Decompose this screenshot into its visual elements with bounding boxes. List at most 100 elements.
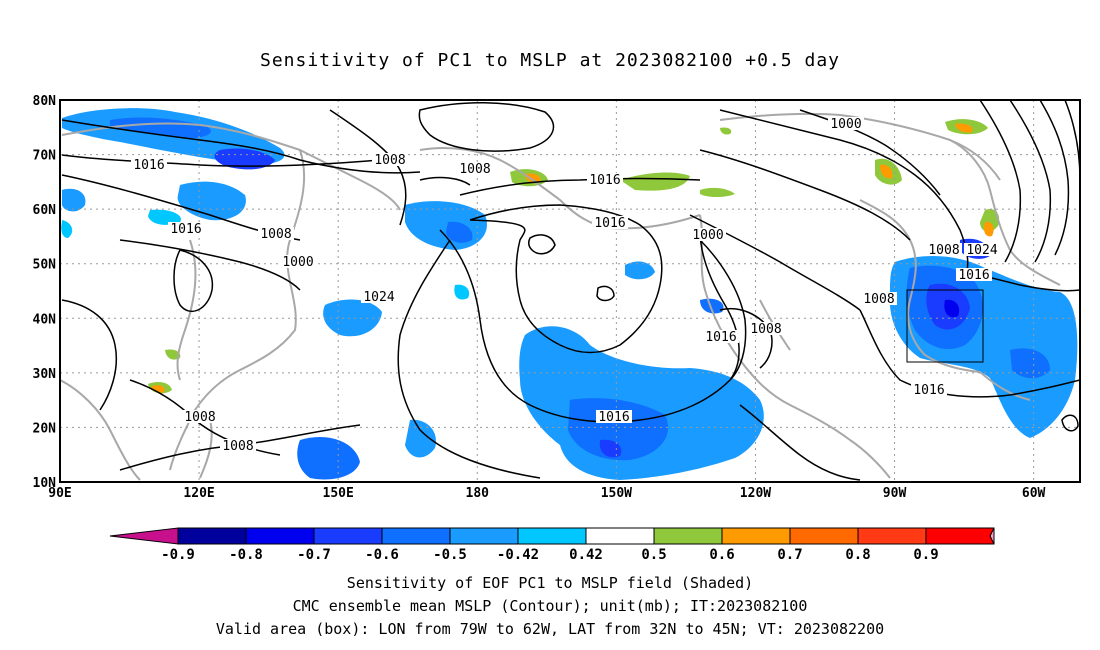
shade-region xyxy=(446,221,473,243)
colorbar-segment xyxy=(721,527,791,545)
colorbar-label: 0.6 xyxy=(709,547,734,563)
shade-region xyxy=(454,284,470,300)
colorbar-segment xyxy=(177,527,247,545)
footer-line-3: Valid area (box): LON from 79W to 62W, L… xyxy=(215,620,885,638)
shade-region xyxy=(1010,348,1050,379)
colorbar-label: -0.8 xyxy=(229,547,263,563)
longitude-labels: 90E 120E 150E 180 150W 120W 90W 60W xyxy=(48,486,1045,501)
contour-label: 1016 xyxy=(170,222,201,237)
colorbar-high-arrow xyxy=(989,527,995,545)
contour-label-bg xyxy=(592,216,628,229)
lon-label: 90E xyxy=(48,486,71,501)
contour-label-bg xyxy=(911,383,947,396)
lat-label: 40N xyxy=(33,312,57,327)
colorbar-segment xyxy=(857,527,927,545)
contour-label-bg xyxy=(861,292,897,305)
contour-label: 1008 xyxy=(222,439,253,454)
contour-label: 1008 xyxy=(260,227,291,242)
shade-region xyxy=(297,436,360,480)
colorbar-label: 0.7 xyxy=(777,547,802,563)
shade-region xyxy=(110,117,211,139)
shade-region xyxy=(568,398,669,461)
colorbar-label: -0.5 xyxy=(433,547,467,563)
contour-label-bg xyxy=(926,243,962,256)
valid-area-box xyxy=(906,289,984,363)
contour-label-bg xyxy=(964,243,1000,256)
shade-region xyxy=(177,181,246,221)
contour-label: 1000 xyxy=(830,117,861,132)
lon-label: 150E xyxy=(323,486,354,501)
colorbar-segment xyxy=(313,527,383,545)
lon-label: 180 xyxy=(466,486,490,501)
colorbar-segment xyxy=(517,527,587,545)
contour-label-bg xyxy=(596,410,632,423)
contour-label-bg xyxy=(956,268,992,281)
shade-region xyxy=(599,439,622,458)
colorbar-label: 0.8 xyxy=(845,547,870,563)
contour-label: 1016 xyxy=(133,158,164,173)
colorbar-label: -0.7 xyxy=(297,547,331,563)
contour-label-bg xyxy=(182,410,218,423)
contour-label-bg xyxy=(828,117,864,130)
colorbar-label: -0.9 xyxy=(161,547,195,563)
colorbar xyxy=(109,527,995,545)
lon-label: 120E xyxy=(183,486,214,501)
contour-label-bg xyxy=(457,162,493,175)
contour-label-bg xyxy=(748,322,784,335)
shade-region xyxy=(955,123,973,133)
shade-region xyxy=(525,173,541,183)
lat-label: 20N xyxy=(33,421,57,436)
contour-label: 1016 xyxy=(705,330,736,345)
shade-region xyxy=(880,164,893,179)
shade-region xyxy=(944,299,960,318)
contour-label-bg xyxy=(220,439,256,452)
contour-label: 1008 xyxy=(459,162,490,177)
shade-region xyxy=(700,187,735,197)
lon-label: 90W xyxy=(883,486,907,501)
colorbar-segment xyxy=(653,527,723,545)
colorbar-label: 0.9 xyxy=(913,547,938,563)
shade-region xyxy=(720,127,732,135)
shade-region xyxy=(625,261,655,280)
contour-label: 1016 xyxy=(598,410,629,425)
contour-label: 1016 xyxy=(958,268,989,283)
colorbar-segment xyxy=(585,527,655,545)
shade-region xyxy=(165,349,181,360)
colorbar-labels: -0.9 -0.8 -0.7 -0.6 -0.5 -0.42 0.42 0.5 0.6 0.7 0.… xyxy=(161,547,939,563)
contour-label-bg xyxy=(690,228,726,241)
shade-region xyxy=(405,419,436,458)
contour-label: 1008 xyxy=(750,322,781,337)
shade-region xyxy=(323,299,382,337)
contour-label: 1024 xyxy=(966,243,997,258)
contour-label: 1016 xyxy=(594,216,625,231)
contour-label: 1008 xyxy=(184,410,215,425)
contour-label-bg xyxy=(258,227,294,240)
contour-label-bg xyxy=(703,330,739,343)
contour-label-bg xyxy=(372,153,408,166)
lon-label: 60W xyxy=(1022,486,1046,501)
footer-line-1: Sensitivity of EOF PC1 to MSLP field (Sh… xyxy=(346,574,754,592)
shade-region xyxy=(983,221,994,237)
colorbar-label: -0.6 xyxy=(365,547,399,563)
lat-label: 50N xyxy=(33,258,57,273)
shade-region xyxy=(214,148,275,170)
contour-label: 1000 xyxy=(692,228,723,243)
shade-region xyxy=(61,220,73,238)
colorbar-segment xyxy=(789,527,859,545)
contour-label: 1016 xyxy=(589,173,620,188)
footer-line-2: CMC ensemble mean MSLP (Contour); unit(m… xyxy=(292,597,808,615)
lat-label: 60N xyxy=(33,203,57,218)
colorbar-low-arrow xyxy=(109,527,179,545)
colorbar-label: 0.42 xyxy=(569,547,603,563)
contour-label: 1024 xyxy=(363,290,394,305)
lat-label: 30N xyxy=(33,367,57,382)
contour-label-bg xyxy=(168,222,204,235)
shade-region xyxy=(148,209,181,225)
lat-label: 10N xyxy=(33,476,57,491)
lat-label: 70N xyxy=(33,149,57,164)
contour-label-bg xyxy=(587,173,623,186)
contour-label: 1016 xyxy=(913,383,944,398)
contour-label: 1008 xyxy=(928,243,959,258)
colorbar-segment xyxy=(925,527,995,545)
